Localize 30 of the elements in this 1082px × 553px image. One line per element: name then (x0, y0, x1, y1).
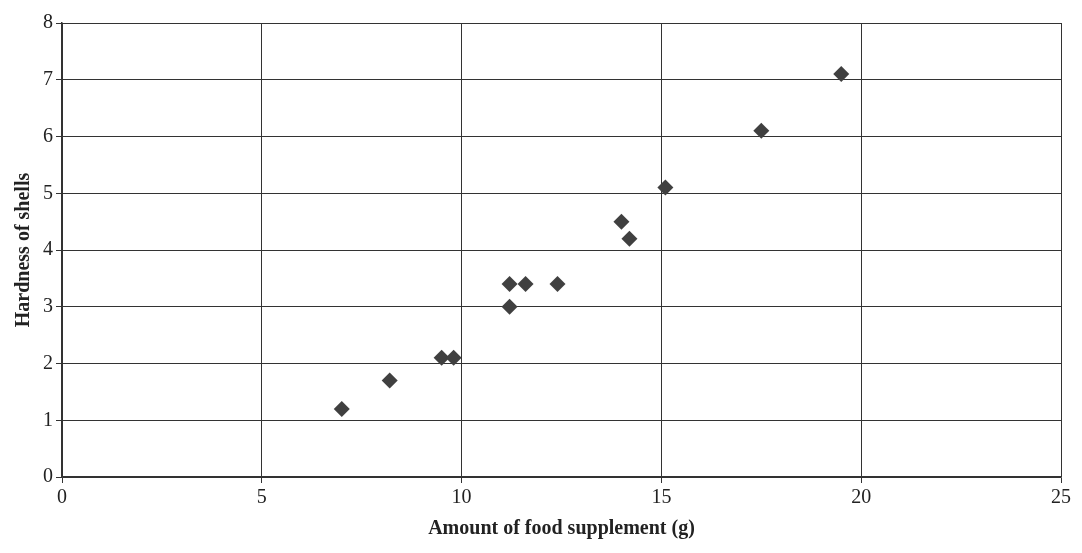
point (445, 349, 462, 366)
point (613, 213, 630, 230)
x-axis-title: Amount of food supplement (g) (428, 516, 695, 540)
y-tick-label: 7 (43, 67, 53, 89)
x-tick-label: 10 (451, 485, 472, 508)
y-tick-label: 6 (43, 123, 53, 146)
x-tick-label: 20 (851, 485, 872, 508)
y-tick-label: 0 (43, 464, 53, 487)
point (501, 276, 518, 293)
point (517, 276, 534, 293)
x-tick-label: 0 (57, 485, 67, 508)
point (833, 66, 850, 83)
y-tick-label: 1 (43, 407, 53, 430)
x-tick-label: 15 (651, 485, 672, 508)
x-tick-label: 25 (1051, 485, 1071, 508)
point (549, 276, 566, 293)
y-axis-title: Hardness of shells (11, 172, 34, 328)
y-tick-label: 3 (43, 294, 53, 316)
point (433, 349, 450, 366)
y-tick-label: 4 (43, 237, 53, 260)
point (333, 400, 350, 417)
x-tick-label: 5 (256, 485, 267, 508)
point (621, 230, 638, 247)
point (381, 372, 398, 389)
point (501, 298, 518, 315)
y-tick-label: 8 (43, 10, 53, 33)
point (753, 122, 770, 139)
point (657, 179, 674, 196)
y-tick-label: 5 (43, 180, 53, 203)
y-tick-label: 2 (43, 350, 53, 373)
